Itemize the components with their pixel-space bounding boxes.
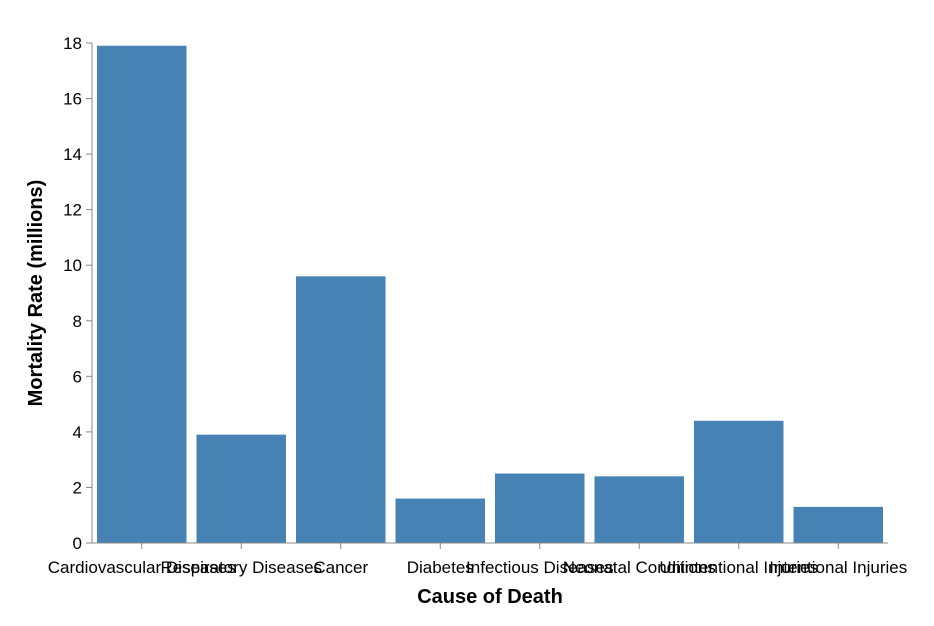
bar-respiratory-diseases [196, 434, 286, 543]
bars-group [97, 45, 883, 544]
x-tick-label: Cardiovascular Diseases [48, 558, 236, 577]
y-tick-label: 18 [63, 34, 82, 53]
y-tick-label: 10 [63, 256, 82, 275]
x-tick-label: Diabetes [407, 558, 474, 577]
x-tick-label: Cancer [313, 558, 368, 577]
x-tick-label: Neonatal Conditions [563, 558, 716, 577]
y-tick-label: 4 [73, 423, 82, 442]
bar-intentional-injuries [793, 506, 883, 543]
bar-neonatal-conditions [594, 476, 684, 543]
y-tick-label: 16 [63, 90, 82, 109]
bar-diabetes [395, 498, 485, 543]
x-tick-label: Respiratory Diseases [160, 558, 322, 577]
bar-infectious-diseases [495, 473, 585, 543]
bar-cardiovascular-diseases [97, 45, 187, 544]
bar-cancer [296, 276, 386, 543]
x-tick-label: Infectious Diseases [466, 558, 613, 577]
y-tick-label: 6 [73, 367, 82, 386]
bar-unintentional-injuries [694, 420, 784, 543]
y-axis-title: Mortality Rate (millions) [25, 180, 47, 407]
x-tick-label: Unintentional Injuries [659, 558, 818, 577]
x-axis-title: Cause of Death [417, 586, 563, 608]
y-axis: 0 2 4 6 8 10 12 14 16 18 [63, 34, 93, 553]
y-tick-label: 12 [63, 201, 82, 220]
y-tick-label: 2 [73, 478, 82, 497]
y-tick-label: 14 [63, 145, 82, 164]
y-tick-label: 0 [73, 534, 82, 553]
x-tick-label: Intentional Injuries [769, 558, 907, 577]
y-tick-label: 8 [73, 312, 82, 331]
